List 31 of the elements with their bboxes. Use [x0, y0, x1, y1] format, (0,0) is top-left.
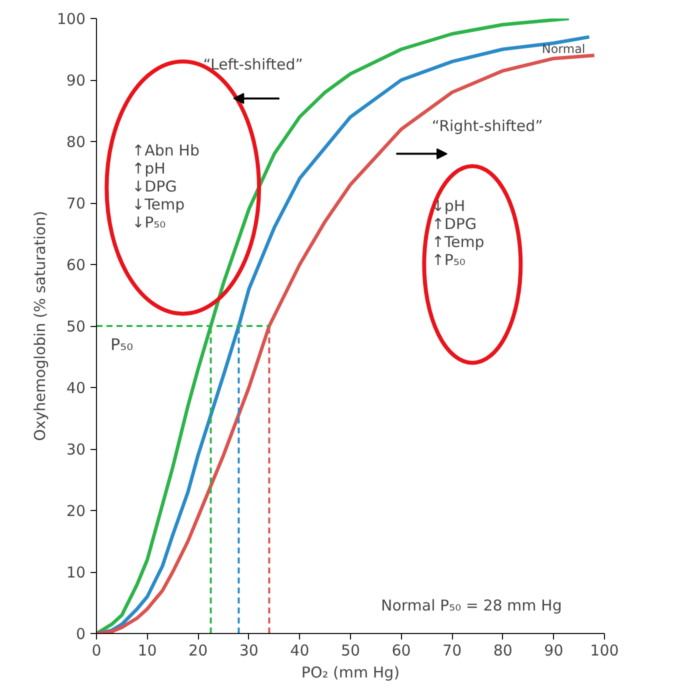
y-tick-label: 60 [66, 256, 86, 274]
y-tick-label: 80 [66, 133, 86, 151]
x-tick-label: 10 [138, 642, 157, 660]
y-tick-label: 30 [66, 440, 86, 458]
x-tick-label: 30 [239, 642, 258, 660]
x-tick-label: 50 [340, 642, 360, 660]
annotation: “Left-shifted” [203, 55, 304, 74]
x-tick-label: 0 [92, 642, 102, 660]
y-tick-label: 40 [66, 379, 86, 397]
y-tick-label: 20 [66, 502, 86, 520]
x-axis-title: PO₂ (mm Hg) [301, 664, 400, 682]
x-tick-label: 40 [290, 642, 310, 660]
y-tick-label: 50 [66, 318, 86, 336]
x-tick-label: 60 [392, 642, 411, 660]
y-axis-title: Oxyhemoglobin (% saturation) [30, 210, 49, 442]
x-tick-label: 80 [493, 642, 512, 660]
annotation: ↑Abn Hb ↑pH ↓DPG ↓Temp ↓P₅₀ [132, 142, 200, 232]
annotation: ↓pH ↑DPG ↑Temp ↑P₅₀ [432, 196, 484, 269]
y-tick-label: 100 [56, 10, 86, 28]
y-tick-label: 70 [66, 194, 86, 212]
x-tick-label: 100 [590, 642, 619, 660]
x-tick-label: 90 [544, 642, 564, 660]
series-label: Normal [542, 42, 586, 56]
ref-line-label: P₅₀ [110, 335, 133, 354]
y-tick-label: 0 [76, 625, 86, 643]
y-tick-label: 90 [66, 72, 86, 90]
x-tick-label: 70 [442, 642, 462, 660]
x-tick-label: 20 [188, 642, 208, 660]
annotation: Normal P₅₀ = 28 mm Hg [380, 596, 562, 615]
y-tick-label: 10 [66, 564, 86, 582]
annotation: “Right-shifted” [432, 116, 543, 135]
